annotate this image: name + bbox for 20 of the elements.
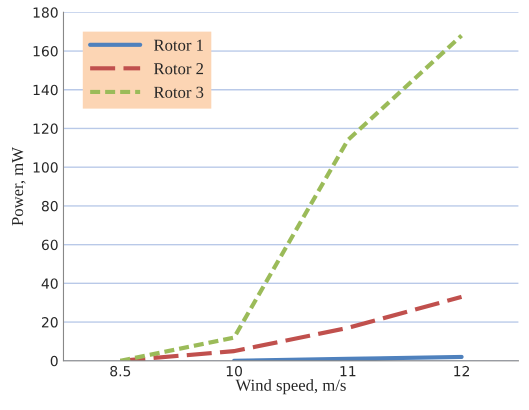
x-tick-label: 10 (226, 366, 242, 376)
y-tick-label: 20 (42, 317, 58, 328)
y-tick-label: 80 (42, 200, 58, 212)
legend-label: Rotor 1 (154, 40, 203, 51)
y-tick-label: 100 (34, 162, 58, 173)
x-tick-label: 8.5 (110, 366, 130, 376)
y-tick-label: 160 (34, 46, 58, 56)
x-axis-title: Wind speed, m/s (236, 379, 346, 394)
y-tick-label: 180 (34, 7, 58, 18)
x-tick-label: 12 (454, 366, 469, 376)
x-tick-label: 11 (340, 366, 356, 376)
y-tick-label: 120 (34, 123, 58, 134)
y-tick-label: 0 (50, 356, 58, 366)
y-tick-label: 60 (42, 240, 58, 250)
y-tick-label: 140 (34, 84, 58, 96)
legend-label: Rotor 3 (154, 86, 204, 98)
y-tick-label: 40 (42, 278, 58, 289)
line-series (118, 33, 464, 361)
y-axis-title: Power, mW (12, 147, 26, 226)
legend-label: Rotor 2 (154, 63, 204, 74)
